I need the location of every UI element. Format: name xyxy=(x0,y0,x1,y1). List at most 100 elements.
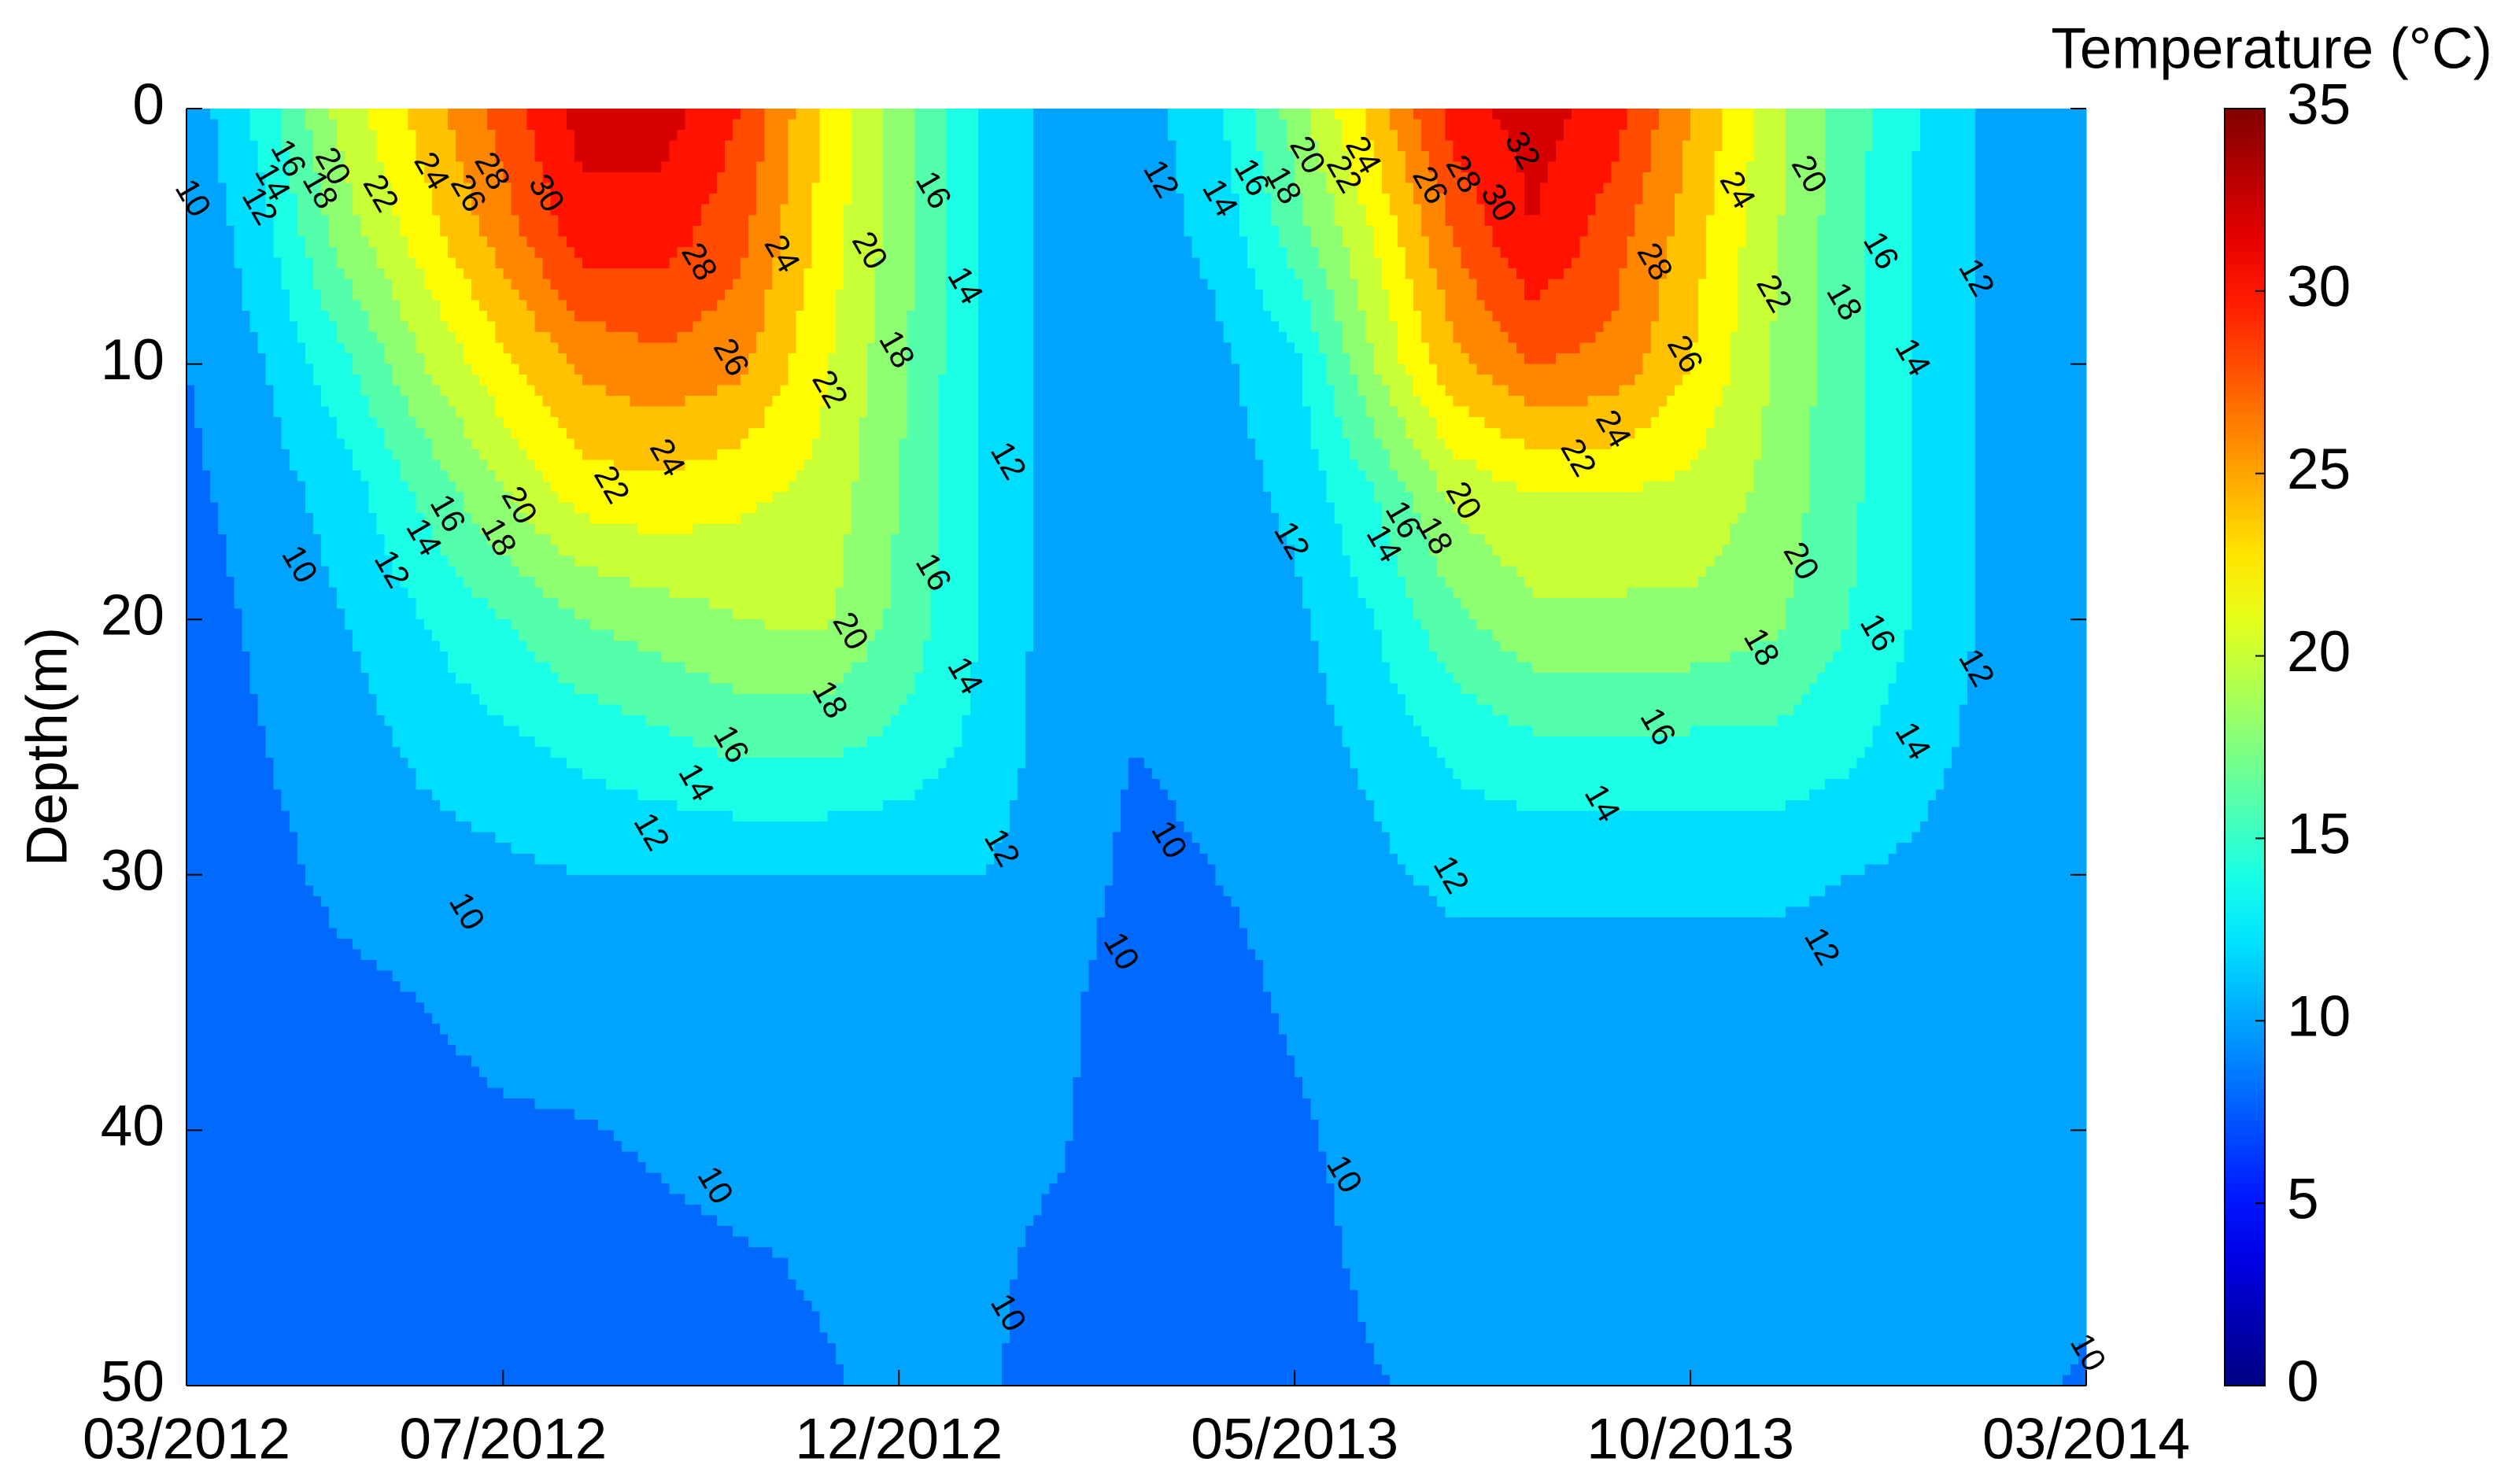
contour-cell xyxy=(2007,981,2087,993)
contour-cell xyxy=(977,577,1034,589)
contour-cell xyxy=(1033,587,1058,599)
contour-cell xyxy=(1310,236,1343,248)
contour-cell xyxy=(1690,1013,1771,1024)
contour-cell xyxy=(345,832,425,844)
contour-cell xyxy=(1516,651,1533,663)
contour-cell xyxy=(416,768,425,780)
contour-cell xyxy=(1611,109,1628,120)
contour-cell xyxy=(187,109,211,120)
contour-cell xyxy=(503,204,512,216)
contour-cell xyxy=(408,246,425,258)
contour-cell xyxy=(1365,215,1375,227)
contour-cell xyxy=(1864,289,1913,301)
contour-cell xyxy=(741,556,821,567)
contour-cell xyxy=(661,789,741,801)
contour-cell xyxy=(1295,949,1375,961)
contour-cell xyxy=(2007,396,2087,408)
contour-cell xyxy=(1927,853,2008,865)
contour-cell xyxy=(218,130,251,142)
contour-cell xyxy=(819,906,899,918)
contour-cell xyxy=(741,629,821,641)
contour-cell xyxy=(899,810,979,822)
contour-cell xyxy=(423,1119,504,1131)
contour-cell xyxy=(1825,172,1849,184)
contour-cell xyxy=(1587,225,1612,237)
contour-cell xyxy=(1057,608,1137,620)
contour-cell xyxy=(1919,130,1929,142)
contour-cell xyxy=(819,1183,899,1195)
contour-cell xyxy=(661,353,741,365)
contour-cell xyxy=(1453,1066,1533,1078)
contour-cell xyxy=(819,779,899,791)
contour-cell xyxy=(1373,204,1391,216)
contour-cell xyxy=(970,672,979,684)
contour-cell xyxy=(1215,1045,1287,1057)
contour-cell xyxy=(1927,523,1976,535)
contour-cell xyxy=(1136,1119,1217,1131)
contour-cell xyxy=(187,1364,267,1376)
contour-cell xyxy=(1611,651,1691,663)
contour-cell xyxy=(1453,534,1486,546)
contour-cell xyxy=(1912,470,1929,482)
contour-cell xyxy=(1849,853,1889,865)
contour-cell xyxy=(1531,758,1612,770)
contour-cell xyxy=(1611,545,1691,556)
contour-cell xyxy=(495,257,504,269)
contour-cell xyxy=(550,332,583,344)
contour-cell xyxy=(1373,938,1454,951)
contour-cell xyxy=(661,375,741,386)
contour-cell xyxy=(741,885,821,897)
contour-cell xyxy=(1539,204,1596,216)
contour-cell xyxy=(819,194,852,205)
contour-cell xyxy=(1642,194,1675,205)
contour-cell xyxy=(345,1109,425,1120)
contour-cell xyxy=(1508,140,1533,152)
contour-cell xyxy=(1864,279,1913,290)
contour-cell xyxy=(1967,662,2008,674)
contour-cell xyxy=(1010,810,1058,822)
contour-cell xyxy=(914,130,947,142)
contour-cell xyxy=(345,257,377,269)
contour-cell xyxy=(1611,1205,1691,1216)
contour-cell xyxy=(1611,183,1644,194)
contour-cell xyxy=(455,151,496,163)
contour-cell xyxy=(1722,385,1771,397)
contour-cell xyxy=(345,758,409,770)
contour-cell xyxy=(1373,109,1391,120)
contour-cell xyxy=(503,427,512,439)
contour-cell xyxy=(1453,1183,1533,1195)
contour-cell xyxy=(1365,332,1375,344)
contour-cell xyxy=(582,1066,663,1078)
contour-cell xyxy=(938,481,979,493)
contour-cell xyxy=(1769,545,1802,556)
contour-cell xyxy=(1753,140,1771,152)
contour-cell xyxy=(977,1257,1018,1269)
contour-cell xyxy=(1611,1045,1691,1057)
contour-cell xyxy=(1326,1151,1375,1163)
contour-cell xyxy=(534,310,575,323)
contour-cell xyxy=(187,1279,267,1290)
contour-cell xyxy=(661,1087,741,1099)
contour-cell xyxy=(819,960,899,972)
contour-cell xyxy=(1603,183,1612,194)
contour-cell xyxy=(1531,1002,1612,1014)
contour-cell xyxy=(756,342,797,354)
contour-cell xyxy=(1033,1215,1058,1227)
contour-cell xyxy=(1357,385,1375,397)
contour-cell xyxy=(1215,1151,1295,1163)
contour-cell xyxy=(1817,246,1849,258)
contour-cell xyxy=(748,215,781,227)
contour-cell xyxy=(1096,949,1137,961)
contour-cell xyxy=(661,1076,741,1088)
contour-cell xyxy=(345,704,377,716)
contour-cell xyxy=(534,385,583,397)
contour-cell xyxy=(1033,512,1058,525)
contour-cell xyxy=(503,109,528,120)
contour-cell xyxy=(1405,864,1454,876)
contour-cell xyxy=(503,545,560,556)
contour-cell xyxy=(423,608,496,620)
contour-cell xyxy=(1769,427,1810,439)
contour-cell xyxy=(899,1236,979,1248)
contour-cell xyxy=(503,130,536,142)
contour-cell xyxy=(1690,1332,1771,1344)
